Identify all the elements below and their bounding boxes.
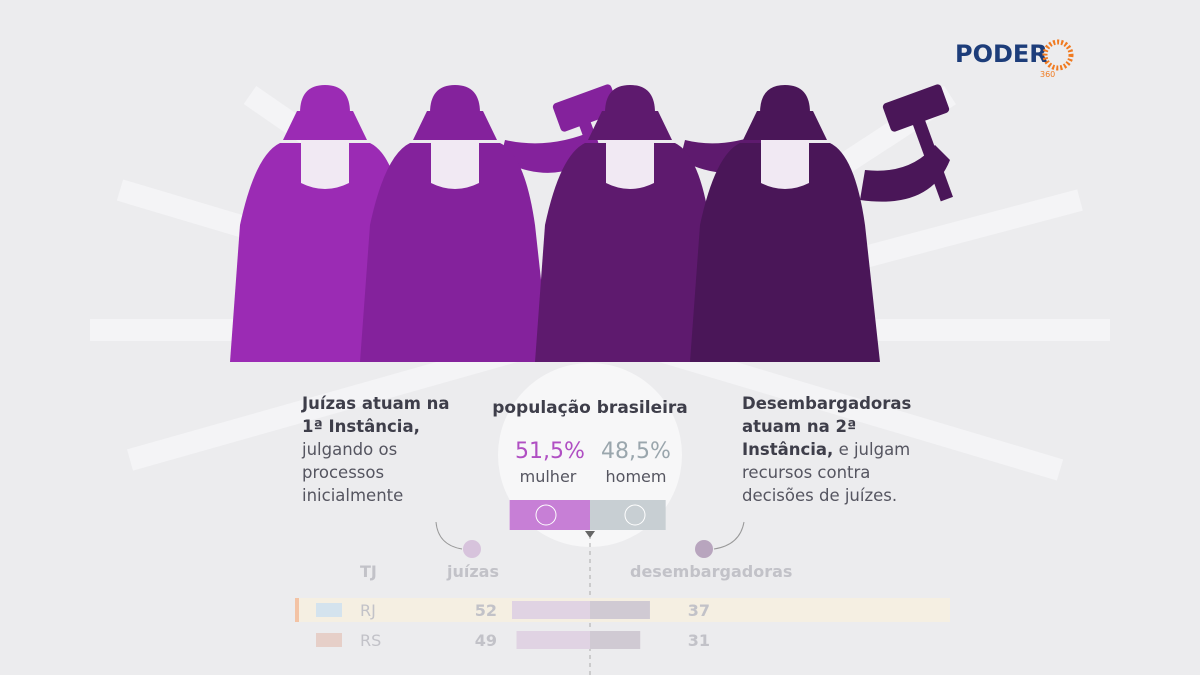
marker [695, 540, 713, 558]
header: juízas [446, 562, 499, 581]
row-stripe [295, 598, 299, 622]
arrow [713, 521, 745, 550]
judges-value: 49 [475, 631, 497, 650]
judges-value: 52 [475, 601, 497, 620]
woman-icon [535, 504, 557, 526]
population-title: população brasileira [492, 398, 688, 418]
population-bars [509, 500, 666, 530]
pointer [585, 531, 595, 538]
brand-sub: 360 [1040, 70, 1055, 79]
women-bar [509, 500, 590, 530]
men-percent: 48,5% [601, 439, 671, 464]
man-icon [624, 504, 646, 526]
men-label: homem [606, 467, 667, 486]
note-text: e julgam recursos contra decisões de juí… [742, 440, 911, 505]
appeals-judges-bar [590, 631, 641, 649]
note-text: julgando os processos inicialmente [302, 440, 404, 505]
judges [230, 84, 953, 362]
brand-logo [1042, 39, 1074, 71]
appeals-judges-bar [590, 601, 650, 619]
note-bold: Juízas atuam na 1ª Instância, [302, 394, 450, 436]
women-percent: 51,5% [515, 439, 585, 464]
header: desembargadoras [630, 562, 792, 581]
appeals-judges-value: 31 [688, 631, 710, 650]
flag [316, 603, 342, 617]
state: RJ [360, 601, 376, 620]
judges-bar [516, 631, 590, 649]
header: TJ [360, 562, 377, 581]
left-note: Juízas atuam na 1ª Instância, julgando o… [302, 392, 452, 507]
flag [316, 633, 342, 647]
right-note: Desembargadoras atuam na 2ª Instância, e… [742, 392, 917, 507]
judges-bar [512, 601, 590, 619]
brand: PODER [955, 40, 1048, 68]
table-rows: RJ 52 37 RS 49 31 [295, 598, 950, 650]
men-bar [590, 500, 666, 530]
arrow [435, 521, 463, 550]
marker [463, 540, 481, 558]
note-bold: Desembargadoras atuam na 2ª Instância, [742, 394, 912, 459]
appeals-judges-value: 37 [688, 601, 710, 620]
women-label: mulher [520, 467, 577, 486]
state: RS [360, 631, 381, 650]
